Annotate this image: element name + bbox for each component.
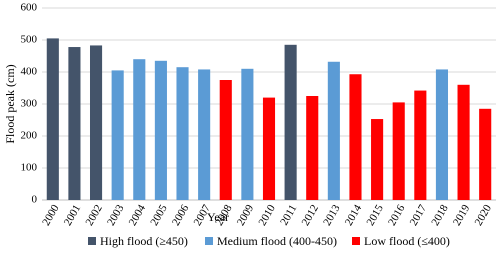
y-axis-title: Flood peak (cm): [3, 64, 17, 143]
bar: [457, 84, 470, 200]
bar: [414, 90, 427, 200]
y-tick-label: 100: [21, 162, 38, 174]
x-tick-label: 2016: [386, 202, 408, 227]
bar: [479, 108, 492, 200]
x-tick-label: 2012: [300, 203, 321, 228]
x-tick-label: 2000: [40, 202, 62, 227]
legend-swatch: [352, 237, 360, 245]
x-tick-label: 2008: [213, 202, 235, 227]
x-tick-label: 2014: [343, 202, 365, 227]
bar: [306, 96, 319, 200]
x-tick-label: 2009: [235, 202, 257, 227]
x-tick-label: 2001: [62, 203, 83, 228]
y-tick-label: 200: [21, 130, 38, 142]
x-tick-label: 2010: [256, 202, 278, 227]
x-tick-label: 2018: [429, 202, 451, 227]
y-tick-label: 500: [21, 34, 38, 46]
x-tick-label: 2015: [364, 202, 386, 227]
bar: [154, 60, 167, 200]
x-tick-label: 2017: [408, 202, 430, 227]
legend-label: High flood (≥450): [100, 234, 188, 248]
bar: [392, 102, 405, 200]
bar: [68, 47, 81, 200]
bar: [327, 61, 340, 201]
x-tick-label: 2004: [127, 202, 149, 227]
y-tick-label: 400: [21, 66, 38, 78]
x-tick-label: 2002: [83, 203, 104, 228]
x-tick-label: 2005: [148, 202, 170, 227]
y-tick-label: 0: [32, 194, 38, 206]
bar: [111, 70, 124, 201]
bar: [241, 68, 254, 200]
bar: [262, 97, 276, 200]
x-axis-title: Year: [207, 210, 229, 224]
bar: [219, 80, 232, 200]
x-tick-label: 2006: [170, 202, 192, 227]
bar: [435, 69, 449, 200]
bar: [176, 67, 189, 200]
legend-label: Medium flood (400-450): [217, 234, 337, 248]
legend-label: Low flood (≤400): [364, 234, 450, 248]
bar: [198, 69, 211, 200]
bar: [46, 38, 59, 201]
bar: [89, 45, 103, 200]
y-tick-label: 300: [21, 98, 38, 110]
x-tick-label: 2020: [473, 202, 495, 227]
x-tick-label: 2011: [278, 203, 299, 228]
legend-swatch: [205, 237, 213, 245]
bar: [284, 44, 297, 200]
y-tick-label: 600: [21, 2, 38, 14]
bar: [371, 119, 384, 200]
x-tick-label: 2019: [451, 202, 473, 227]
legend-swatch: [88, 237, 96, 245]
x-tick-label: 2003: [105, 202, 127, 227]
bar: [133, 59, 146, 201]
bar: [349, 74, 362, 200]
x-tick-label: 2013: [321, 202, 343, 227]
